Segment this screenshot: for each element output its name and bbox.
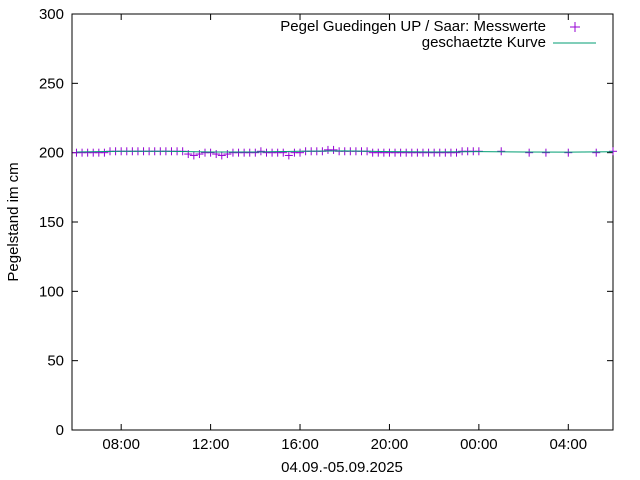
data-point [223,150,232,159]
data-point [541,148,550,157]
data-point [452,148,461,157]
y-tick-label: 200 [39,145,64,162]
legend-label-estimated-curve: geschaetzte Kurve [422,34,546,51]
series-layer [72,145,617,160]
x-tick-label: 08:00 [102,436,140,453]
data-point [296,148,305,157]
data-point [217,151,226,160]
x-tick-label: 12:00 [192,436,230,453]
x-tick-label: 00:00 [460,436,498,453]
y-tick-label: 250 [39,75,64,92]
x-axis: 08:00 12:00 16:00 20:00 00:00 04:00 [102,14,587,453]
y-tick-label: 150 [39,214,64,231]
data-point [279,148,288,157]
estimated-curve-line [76,150,614,153]
legend-marker-plus-icon [570,22,580,32]
x-tick-label: 04:00 [550,436,588,453]
data-point [256,147,265,156]
y-tick-label: 300 [39,6,64,23]
y-tick-label: 50 [47,353,64,370]
data-point [609,147,617,156]
data-point [206,148,215,157]
data-point [212,150,221,159]
y-axis-title: Pegelstand im cm [5,162,22,281]
data-point [195,150,204,159]
y-tick-label: 100 [39,283,64,300]
legend-label-measurements: Pegel Guedingen UP / Saar: Messwerte [280,18,546,35]
data-point [525,148,534,157]
data-point [100,148,109,157]
plot-area [71,13,614,431]
x-axis-title: 04.09.-05.09.2025 [281,459,403,476]
data-point [284,151,293,160]
y-tick-label: 0 [56,422,64,439]
y-axis: 0 50 100 150 200 250 300 [39,6,613,439]
legend: Pegel Guedingen UP / Saar: Messwerte ges… [280,18,596,51]
data-point [592,148,601,157]
data-point [251,148,260,157]
x-tick-label: 20:00 [371,436,409,453]
data-point [564,148,573,157]
data-point [189,151,198,160]
x-tick-label: 16:00 [281,436,319,453]
data-point [329,145,338,154]
